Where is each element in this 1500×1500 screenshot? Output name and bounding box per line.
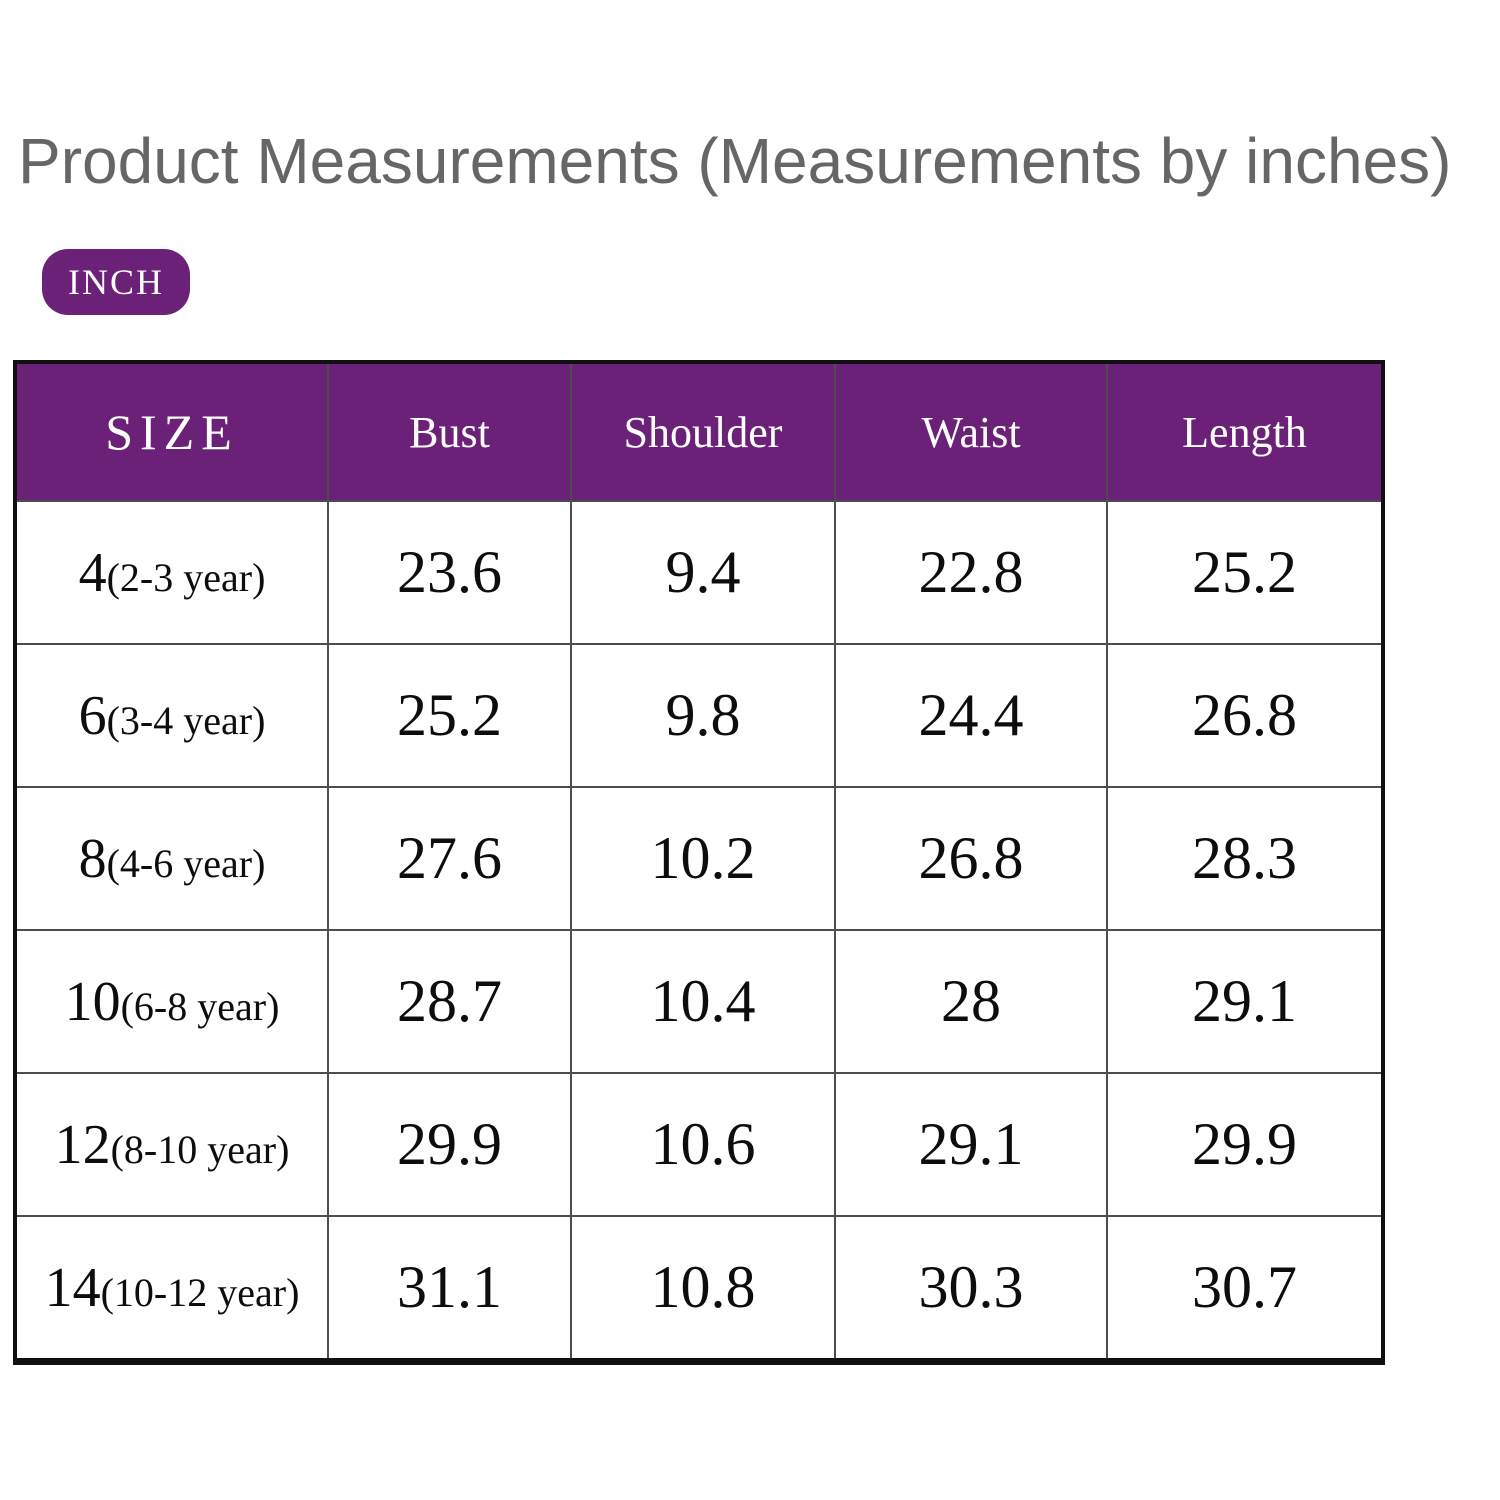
bust-value: 25.2: [327, 643, 572, 788]
size-number: 12: [54, 1113, 111, 1176]
waist-value: 29.1: [834, 1072, 1108, 1217]
size-chart-table: SIZE Bust Shoulder Waist Length 4(2-3 ye…: [13, 360, 1385, 1365]
size-label-cell: 4(2-3 year): [14, 500, 329, 645]
shoulder-value: 9.4: [570, 500, 836, 645]
size-label-cell: 10(6-8 year): [14, 929, 329, 1074]
col-header-waist: Waist: [834, 361, 1108, 502]
length-value: 30.7: [1106, 1215, 1384, 1363]
inch-unit-label: INCH: [68, 262, 164, 302]
size-age-range: (6-8 year): [120, 983, 280, 1029]
size-label-cell: 8(4-6 year): [14, 786, 329, 931]
size-number: 14: [44, 1256, 101, 1319]
bust-value: 29.9: [327, 1072, 572, 1217]
table-row-size-12: 12(8-10 year) 29.9 10.6 29.1 29.9: [14, 1072, 1384, 1217]
size-label-cell: 6(3-4 year): [14, 643, 329, 788]
col-header-bust: Bust: [327, 361, 572, 502]
table-row-size-4: 4(2-3 year) 23.6 9.4 22.8 25.2: [14, 500, 1384, 645]
waist-value: 30.3: [834, 1215, 1108, 1363]
bust-value: 23.6: [327, 500, 572, 645]
bust-value: 31.1: [327, 1215, 572, 1363]
waist-value: 28: [834, 929, 1108, 1074]
length-value: 25.2: [1106, 500, 1384, 645]
shoulder-value: 9.8: [570, 643, 836, 788]
length-value: 29.1: [1106, 929, 1384, 1074]
size-age-range: (3-4 year): [106, 697, 266, 743]
shoulder-value: 10.8: [570, 1215, 836, 1363]
table-row-size-14: 14(10-12 year) 31.1 10.8 30.3 30.7: [14, 1215, 1384, 1363]
page-title: Product Measurements (Measurements by in…: [18, 125, 1452, 197]
length-value: 29.9: [1106, 1072, 1384, 1217]
table-row-size-10: 10(6-8 year) 28.7 10.4 28 29.1: [14, 929, 1384, 1074]
col-header-length: Length: [1106, 361, 1384, 502]
size-age-range: (2-3 year): [106, 554, 266, 600]
size-chart-header: SIZE Bust Shoulder Waist Length: [14, 361, 1384, 502]
shoulder-value: 10.4: [570, 929, 836, 1074]
shoulder-value: 10.6: [570, 1072, 836, 1217]
table-row-size-8: 8(4-6 year) 27.6 10.2 26.8 28.3: [14, 786, 1384, 931]
col-header-shoulder: Shoulder: [570, 361, 836, 502]
size-number: 10: [64, 970, 121, 1033]
waist-value: 26.8: [834, 786, 1108, 931]
size-label-cell: 12(8-10 year): [14, 1072, 329, 1217]
size-label-cell: 14(10-12 year): [14, 1215, 329, 1363]
col-header-size: SIZE: [14, 361, 329, 502]
length-value: 28.3: [1106, 786, 1384, 931]
size-number: 6: [78, 684, 107, 747]
size-chart-body: 4(2-3 year) 23.6 9.4 22.8 25.2 6(3-4 yea…: [14, 500, 1384, 1363]
size-number: 4: [78, 541, 107, 604]
table-row-size-6: 6(3-4 year) 25.2 9.8 24.4 26.8: [14, 643, 1384, 788]
waist-value: 22.8: [834, 500, 1108, 645]
waist-value: 24.4: [834, 643, 1108, 788]
size-age-range: (10-12 year): [100, 1269, 300, 1315]
shoulder-value: 10.2: [570, 786, 836, 931]
header-row: SIZE Bust Shoulder Waist Length: [14, 361, 1384, 502]
inch-unit-button[interactable]: INCH: [42, 249, 190, 315]
bust-value: 27.6: [327, 786, 572, 931]
length-value: 26.8: [1106, 643, 1384, 788]
size-age-range: (8-10 year): [110, 1126, 290, 1172]
bust-value: 28.7: [327, 929, 572, 1074]
size-number: 8: [78, 827, 107, 890]
size-age-range: (4-6 year): [106, 840, 266, 886]
